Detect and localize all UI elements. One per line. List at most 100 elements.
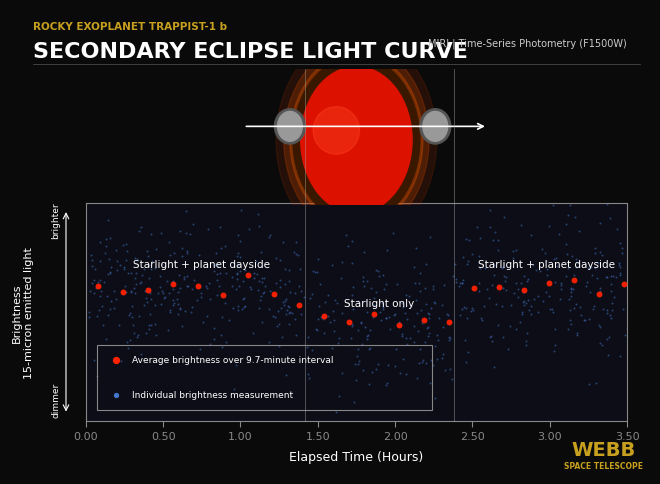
Point <box>233 231 244 239</box>
Point <box>370 365 381 373</box>
Point <box>114 321 124 329</box>
Point <box>168 278 179 286</box>
Point <box>165 252 176 259</box>
Point <box>255 293 266 301</box>
Point <box>168 280 179 288</box>
Point <box>426 305 436 313</box>
Point <box>137 271 147 279</box>
Point <box>518 299 529 306</box>
Point <box>158 289 168 297</box>
Point <box>189 276 199 284</box>
Point <box>106 298 116 305</box>
Point <box>402 315 412 323</box>
Point <box>543 293 554 301</box>
Point <box>127 313 137 321</box>
Point <box>563 264 574 272</box>
Point <box>566 320 577 328</box>
Point <box>337 310 348 318</box>
Point <box>232 276 243 284</box>
Point <box>329 316 339 324</box>
Point <box>211 271 222 279</box>
Point <box>364 380 374 388</box>
Point <box>473 288 484 296</box>
Point <box>469 285 479 293</box>
Point <box>447 376 458 383</box>
Point <box>490 228 500 236</box>
Point <box>566 285 576 292</box>
Point <box>83 308 94 316</box>
Point <box>508 248 518 256</box>
Point <box>330 297 341 305</box>
Point <box>487 337 498 345</box>
Point <box>560 272 571 280</box>
Point <box>594 322 605 330</box>
Ellipse shape <box>275 109 306 145</box>
Point <box>614 352 625 360</box>
Point <box>336 274 346 282</box>
Point <box>369 295 380 302</box>
Point <box>315 314 326 321</box>
Point <box>94 292 105 300</box>
Point <box>293 282 304 290</box>
Point <box>579 317 590 324</box>
Point <box>393 322 404 330</box>
Point <box>135 279 146 287</box>
Point <box>439 282 449 289</box>
Point <box>418 356 428 364</box>
Point <box>153 289 164 297</box>
Point <box>105 305 115 313</box>
Point <box>428 286 438 293</box>
Point <box>390 363 401 371</box>
Point <box>111 295 121 303</box>
Point <box>204 280 214 287</box>
Point <box>234 283 245 290</box>
Point <box>144 321 154 329</box>
Point <box>142 248 152 256</box>
Point <box>197 318 208 326</box>
Point <box>131 334 142 342</box>
Point <box>92 373 102 380</box>
Point <box>86 256 97 264</box>
Point <box>395 369 406 377</box>
Point <box>549 342 560 349</box>
Point <box>389 310 400 318</box>
Point <box>154 284 165 291</box>
Point <box>217 344 228 351</box>
Point <box>235 254 246 262</box>
Point <box>540 250 550 257</box>
Point <box>381 281 391 288</box>
Point <box>570 214 580 222</box>
Ellipse shape <box>293 57 420 224</box>
Point <box>224 317 234 324</box>
Point <box>485 207 496 214</box>
Point <box>415 269 426 277</box>
Point <box>253 211 264 219</box>
Point <box>555 281 566 289</box>
Point <box>409 322 419 330</box>
Point <box>291 331 302 339</box>
Point <box>188 221 199 229</box>
Point <box>444 333 455 341</box>
Point <box>156 288 167 296</box>
Point <box>595 220 605 227</box>
Point <box>589 302 599 310</box>
Point <box>182 272 192 280</box>
Point <box>564 296 574 303</box>
Point <box>216 314 227 321</box>
Point <box>480 264 490 272</box>
Point <box>156 229 166 237</box>
Text: brighter: brighter <box>51 202 61 239</box>
Point <box>145 231 156 239</box>
Point <box>409 280 420 287</box>
Point <box>583 380 594 388</box>
Point <box>473 280 484 287</box>
Point <box>562 251 573 258</box>
Point <box>587 272 598 279</box>
Point <box>406 303 416 311</box>
Point <box>141 330 152 338</box>
Point <box>368 313 379 321</box>
Point <box>135 224 146 231</box>
Point <box>209 324 220 332</box>
Point <box>505 323 515 331</box>
Point <box>88 276 99 284</box>
